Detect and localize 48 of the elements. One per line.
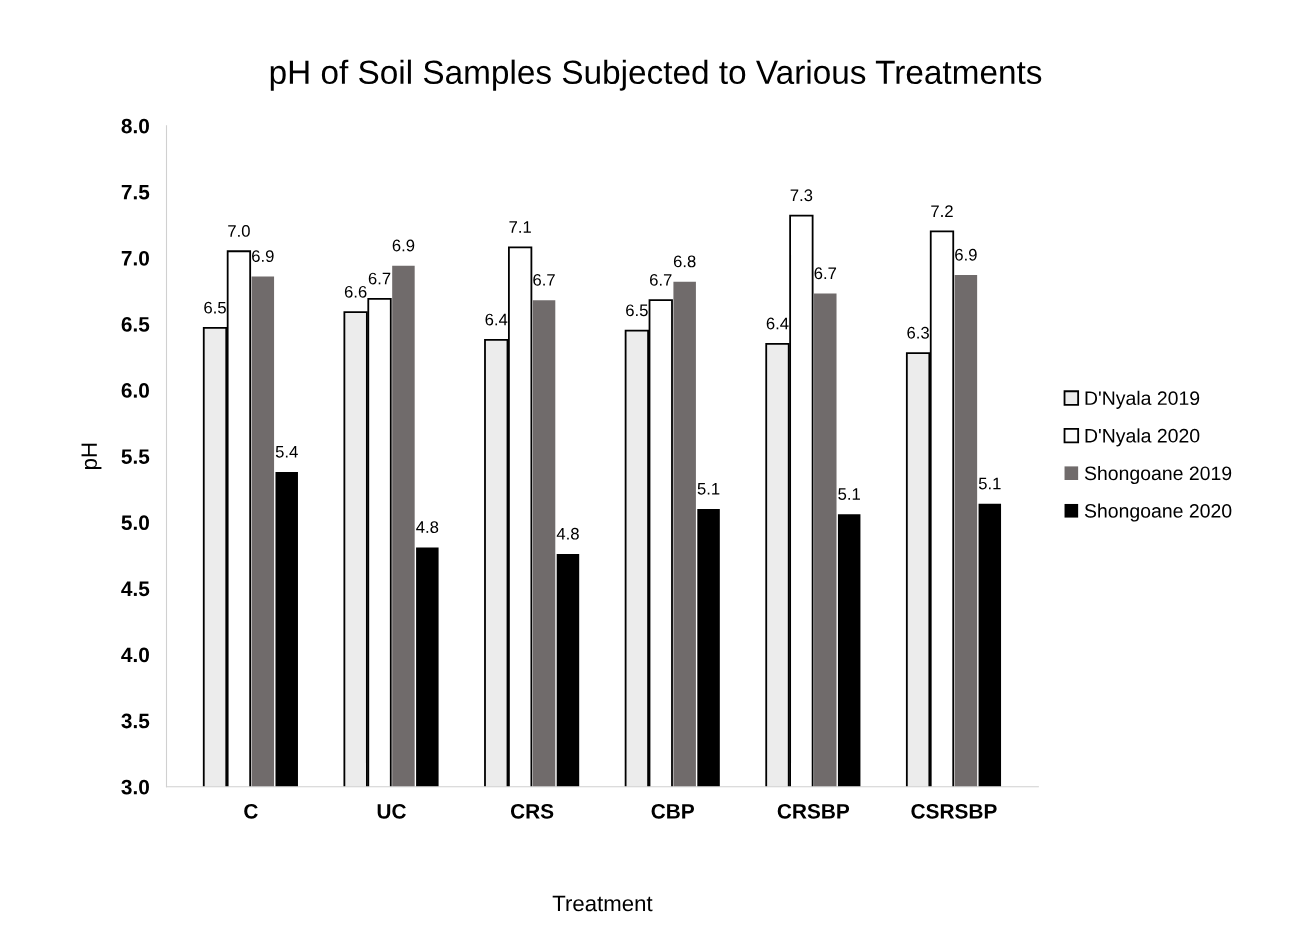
y-tick-label: 6.0 <box>121 383 149 398</box>
data-label: 6.9 <box>392 239 415 252</box>
data-label: 5.4 <box>275 446 298 458</box>
data-label: 6.7 <box>650 273 672 286</box>
data-label: 4.8 <box>416 521 439 533</box>
data-label: 6.4 <box>766 317 789 330</box>
data-label: 6.9 <box>955 248 977 261</box>
data-label: 6.3 <box>907 326 929 339</box>
chart-title: pH of Soil Samples Subjected to Various Treatments <box>270 59 1042 91</box>
data-label: 6.7 <box>814 267 837 280</box>
x-tick-label: CRSBP <box>777 803 850 819</box>
data-label: 6.6 <box>344 285 367 298</box>
data-label: 6.5 <box>626 304 648 317</box>
y-tick-label: 4.5 <box>121 581 150 597</box>
data-label: 5.1 <box>838 488 860 500</box>
data-label: 6.4 <box>485 313 508 326</box>
legend-label: D'Nyala 2020 <box>1085 428 1200 447</box>
data-label: 6.7 <box>368 272 391 285</box>
y-tick-label: 7.5 <box>121 185 150 200</box>
data-label: 6.5 <box>204 301 226 314</box>
data-label: 6.8 <box>673 255 696 268</box>
x-tick-label: UC <box>377 803 406 819</box>
data-label: 7.0 <box>228 225 250 237</box>
data-label: 6.9 <box>252 250 274 262</box>
data-label: 7.1 <box>509 221 531 233</box>
y-tick-label: 7.0 <box>121 250 149 266</box>
legend-label: D'Nyala 2019 <box>1085 390 1200 409</box>
data-label: 6.7 <box>533 273 555 286</box>
y-tick-label: 4.0 <box>121 647 149 663</box>
y-tick-label: 5.0 <box>121 515 149 531</box>
y-axis-title: pH <box>81 443 102 469</box>
x-tick-label: CSRSBP <box>911 803 997 819</box>
data-label: 4.8 <box>556 527 579 540</box>
data-label: 5.1 <box>978 477 1001 490</box>
y-tick-label: 6.5 <box>121 316 150 332</box>
legend-label: Shongoane 2019 <box>1084 465 1232 485</box>
legend-label: Shongoane 2020 <box>1084 503 1232 522</box>
data-label: 5.1 <box>697 483 720 495</box>
data-label: 7.2 <box>931 205 953 217</box>
y-tick-label: 3.0 <box>121 779 149 795</box>
y-tick-label: 8.0 <box>121 118 149 134</box>
x-axis-title: Treatment <box>552 895 653 912</box>
data-label: 7.3 <box>790 189 813 202</box>
y-tick-label: 5.5 <box>121 449 150 464</box>
x-tick-label: CBP <box>651 803 694 819</box>
x-tick-label: C <box>244 803 258 819</box>
y-tick-label: 3.5 <box>121 713 150 729</box>
x-tick-label: CRS <box>510 803 554 819</box>
